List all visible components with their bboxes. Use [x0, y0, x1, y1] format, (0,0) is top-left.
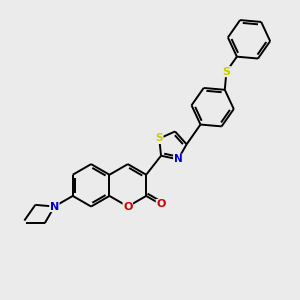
Text: S: S: [155, 134, 163, 143]
Text: N: N: [50, 202, 59, 212]
Text: S: S: [222, 67, 230, 76]
Text: O: O: [123, 202, 133, 212]
Text: O: O: [156, 200, 166, 209]
Text: N: N: [174, 154, 182, 164]
